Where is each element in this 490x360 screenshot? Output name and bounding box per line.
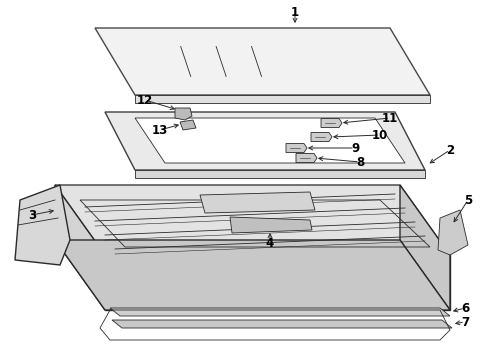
Text: 10: 10: [372, 129, 388, 141]
Text: 6: 6: [461, 302, 469, 315]
Polygon shape: [95, 28, 430, 95]
Text: 4: 4: [266, 237, 274, 249]
Polygon shape: [311, 132, 332, 141]
Text: 2: 2: [446, 144, 454, 157]
Polygon shape: [15, 185, 70, 265]
Text: 3: 3: [28, 208, 36, 221]
Polygon shape: [438, 210, 468, 255]
Polygon shape: [55, 185, 450, 255]
Text: 5: 5: [464, 194, 472, 207]
Polygon shape: [55, 240, 450, 310]
Polygon shape: [400, 185, 450, 310]
Polygon shape: [55, 185, 105, 310]
Text: 12: 12: [137, 94, 153, 107]
Polygon shape: [112, 320, 452, 328]
Polygon shape: [296, 153, 317, 162]
Polygon shape: [105, 255, 450, 310]
Polygon shape: [200, 192, 315, 213]
Text: 11: 11: [382, 112, 398, 125]
Polygon shape: [321, 118, 342, 127]
Polygon shape: [135, 170, 425, 178]
Text: 13: 13: [152, 123, 168, 136]
Text: 9: 9: [351, 141, 359, 154]
Polygon shape: [286, 144, 307, 153]
Polygon shape: [135, 118, 405, 163]
Text: 7: 7: [461, 315, 469, 328]
Polygon shape: [180, 120, 196, 130]
Polygon shape: [110, 308, 450, 316]
Polygon shape: [175, 108, 192, 120]
Polygon shape: [135, 95, 430, 103]
Text: 1: 1: [291, 5, 299, 18]
Polygon shape: [105, 112, 425, 170]
Polygon shape: [230, 217, 312, 233]
Text: 8: 8: [356, 156, 364, 168]
